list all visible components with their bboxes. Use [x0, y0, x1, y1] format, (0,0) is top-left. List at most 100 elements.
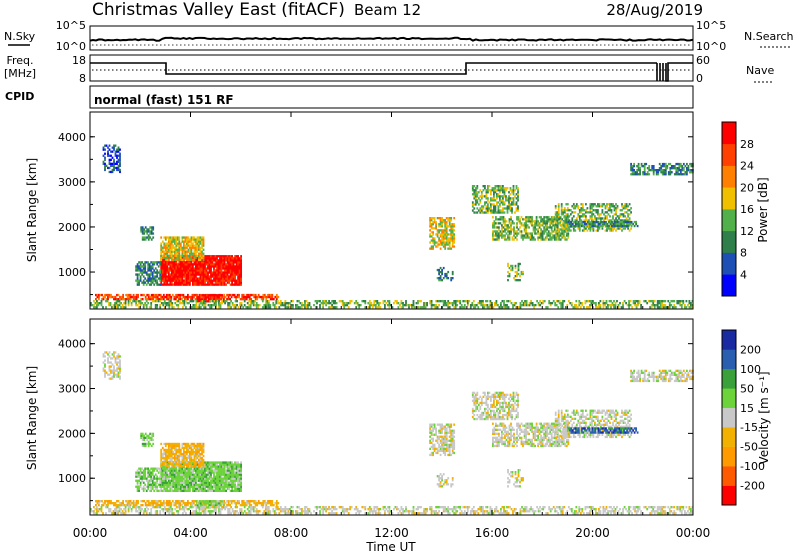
power-cell — [152, 236, 155, 239]
power-cell — [583, 215, 586, 218]
power-cell — [526, 220, 529, 223]
power-cell — [263, 295, 266, 299]
power-cell — [447, 233, 450, 236]
power-cell — [417, 306, 419, 309]
cpid-panel: normal (fast) 151 RF — [89, 85, 694, 109]
colorbar-tick-label: 16 — [740, 203, 754, 216]
power-cell — [167, 261, 170, 264]
velocity-cell — [175, 465, 178, 468]
power-cell — [195, 273, 197, 276]
power-cell — [610, 205, 613, 208]
power-cell — [673, 173, 676, 176]
power-cell — [534, 222, 536, 225]
power-cell — [227, 295, 230, 299]
nave-tick-high: 60 — [696, 54, 710, 67]
velocity-cell — [166, 477, 169, 480]
power-cell — [444, 245, 447, 248]
velocity-cell — [196, 473, 199, 476]
power-cell — [257, 306, 260, 309]
velocity-cell — [164, 469, 167, 472]
power-cell — [647, 300, 650, 303]
power-cell — [502, 236, 505, 239]
power-cell — [403, 304, 406, 307]
power-cell — [195, 298, 198, 301]
power-cell — [235, 265, 238, 268]
power-cell — [439, 229, 442, 232]
velocity-cell — [226, 479, 229, 482]
power-cell — [175, 248, 178, 251]
power-cell — [146, 236, 149, 239]
power-cell — [502, 207, 504, 210]
velocity-cell — [178, 469, 181, 472]
power-cell — [169, 242, 172, 245]
power-cell — [454, 300, 457, 303]
power-cell — [286, 306, 288, 309]
power-cell — [248, 295, 251, 299]
velocity-cell — [172, 456, 175, 460]
power-cell — [534, 230, 536, 233]
power-cell — [304, 306, 306, 309]
power-cell — [433, 221, 436, 224]
velocity-cell — [175, 454, 178, 458]
power-cell — [283, 302, 285, 305]
power-cell — [210, 277, 212, 280]
velocity-cell — [217, 461, 220, 464]
power-cell — [192, 275, 194, 278]
power-cell — [571, 219, 574, 222]
velocity-cell — [161, 465, 164, 468]
power-cell — [519, 218, 521, 221]
power-cell — [560, 207, 563, 210]
power-cell — [397, 302, 400, 305]
power-cell — [513, 238, 515, 241]
power-cell — [218, 302, 220, 305]
power-cell — [433, 241, 436, 244]
velocity-cell — [164, 483, 167, 486]
nsky-panel: N.Sky 10^5 10^0 10^5 10^0 N.Search — [4, 19, 794, 53]
power-cell — [154, 277, 157, 280]
power-cell — [259, 295, 262, 299]
power-cell — [223, 293, 225, 297]
power-cell — [96, 295, 99, 299]
power-cell — [301, 306, 303, 309]
power-cell — [510, 228, 512, 231]
power-cell — [682, 302, 685, 305]
power-cell — [620, 224, 622, 228]
power-cell — [167, 250, 170, 253]
power-cell — [117, 164, 120, 167]
power-cell — [474, 191, 477, 194]
nsky-tick-low: 10^0 — [56, 40, 86, 53]
velocity-cell — [223, 477, 226, 480]
velocity-cell — [207, 485, 209, 488]
power-cell — [193, 295, 195, 299]
power-cell — [502, 197, 504, 200]
power-cell — [175, 300, 178, 303]
power-cell — [388, 304, 391, 307]
velocity-cell — [229, 479, 232, 482]
power-cell — [553, 234, 556, 237]
power-cell — [507, 264, 509, 268]
power-cell — [382, 302, 385, 305]
power-cell — [332, 300, 335, 303]
power-cell — [652, 169, 655, 172]
power-cell — [164, 271, 167, 274]
power-cell — [444, 229, 447, 232]
velocity-cell — [179, 489, 182, 492]
power-cell — [172, 277, 175, 280]
velocity-cell — [176, 489, 179, 492]
power-cell — [653, 304, 656, 307]
power-cell — [245, 298, 248, 301]
power-cell — [498, 222, 500, 225]
power-cell — [150, 302, 153, 305]
power-cell — [198, 277, 200, 280]
power-cell — [233, 306, 235, 309]
power-cell — [572, 205, 575, 208]
station-title: Christmas Valley East (fitACF) — [92, 0, 345, 20]
power-cell — [445, 241, 448, 244]
power-cell — [176, 252, 179, 255]
power-cell — [474, 187, 477, 190]
velocity-cell — [189, 475, 191, 478]
power-cell — [201, 265, 203, 268]
power-cell — [179, 261, 182, 264]
power-cell — [569, 229, 572, 232]
power-cell — [598, 203, 601, 206]
